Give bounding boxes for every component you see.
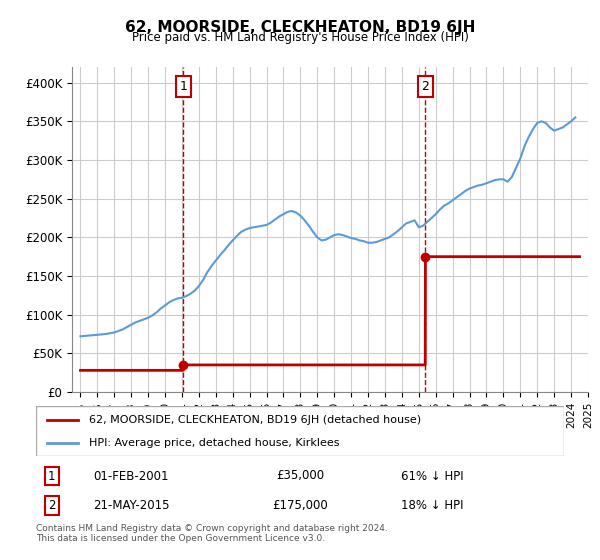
Text: £175,000: £175,000 — [272, 499, 328, 512]
Text: 62, MOORSIDE, CLECKHEATON, BD19 6JH: 62, MOORSIDE, CLECKHEATON, BD19 6JH — [125, 20, 475, 35]
Text: 62, MOORSIDE, CLECKHEATON, BD19 6JH (detached house): 62, MOORSIDE, CLECKHEATON, BD19 6JH (det… — [89, 414, 421, 424]
Text: 18% ↓ HPI: 18% ↓ HPI — [401, 499, 463, 512]
Text: 21-MAY-2015: 21-MAY-2015 — [93, 499, 169, 512]
FancyBboxPatch shape — [36, 406, 564, 456]
Text: 2: 2 — [421, 80, 429, 93]
Text: 2: 2 — [48, 499, 56, 512]
Text: 61% ↓ HPI: 61% ↓ HPI — [401, 469, 463, 483]
Text: 01-FEB-2001: 01-FEB-2001 — [93, 469, 169, 483]
Text: 1: 1 — [179, 80, 187, 93]
Text: Price paid vs. HM Land Registry's House Price Index (HPI): Price paid vs. HM Land Registry's House … — [131, 31, 469, 44]
Text: Contains HM Land Registry data © Crown copyright and database right 2024.
This d: Contains HM Land Registry data © Crown c… — [36, 524, 388, 543]
Text: 1: 1 — [48, 469, 56, 483]
Text: HPI: Average price, detached house, Kirklees: HPI: Average price, detached house, Kirk… — [89, 438, 340, 448]
Text: £35,000: £35,000 — [276, 469, 324, 483]
